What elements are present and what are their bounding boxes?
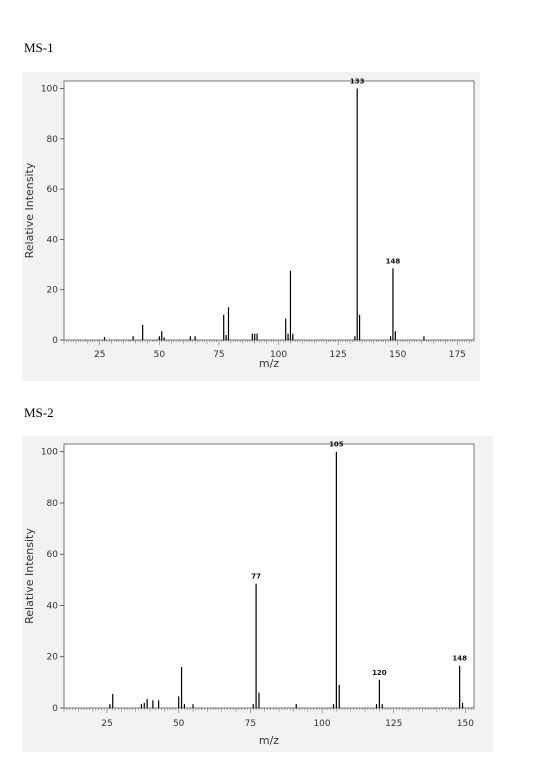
y-axis-title: Relative Intensity — [23, 162, 36, 258]
plot-area — [63, 80, 475, 341]
x-tick-label: 125 — [330, 350, 347, 360]
y-tick-label: 40 — [47, 235, 59, 245]
y-tick-label: 60 — [47, 550, 59, 560]
ms2-spectrum-chart: 0 20 40 60 80 100 25 50 75 100 125 150 77 105 120 148 Re… — [23, 441, 475, 747]
x-tick-label: 125 — [385, 719, 402, 729]
peak-label: 148 — [386, 257, 401, 265]
peak-label: 133 — [350, 78, 365, 86]
peak-label: 105 — [329, 441, 344, 449]
ms1-chart-panel: 0 20 40 60 80 100 25 50 75 100 125 150 175 133 148 Rela… — [22, 72, 480, 381]
ms2-heading: MS-2 — [24, 405, 54, 420]
x-axis-title: m/z — [259, 357, 279, 370]
x-tick-label: 25 — [101, 719, 112, 729]
y-tick-label: 0 — [52, 704, 58, 714]
y-tick-label: 80 — [47, 499, 59, 509]
y-tick-label: 20 — [47, 653, 59, 663]
ms1-heading: MS-1 — [24, 40, 54, 55]
x-tick-label: 25 — [94, 350, 105, 360]
plot-area — [63, 443, 475, 709]
y-tick-label: 80 — [47, 135, 59, 145]
x-tick-label: 75 — [245, 719, 256, 729]
ms2-chart-panel: 0 20 40 60 80 100 25 50 75 100 125 150 77 105 120 148 Re… — [22, 436, 493, 752]
peak-label: 77 — [251, 573, 261, 581]
y-axis-title: Relative Intensity — [23, 528, 36, 624]
peak-label: 120 — [372, 669, 387, 677]
y-tick-label: 60 — [47, 185, 59, 195]
y-tick-label: 100 — [41, 448, 58, 458]
y-tick-label: 100 — [41, 85, 58, 95]
x-tick-label: 50 — [173, 719, 185, 729]
ms1-spectrum-chart: 0 20 40 60 80 100 25 50 75 100 125 150 175 133 148 Rela… — [23, 78, 475, 370]
x-axis-title: m/z — [259, 734, 279, 747]
y-tick-label: 20 — [47, 286, 59, 296]
x-tick-label: 175 — [449, 350, 466, 360]
y-tick-label: 40 — [47, 601, 59, 611]
x-tick-label: 150 — [389, 350, 406, 360]
x-tick-label: 150 — [457, 719, 474, 729]
x-tick-label: 50 — [154, 350, 166, 360]
peak-label: 148 — [452, 655, 467, 663]
x-tick-label: 100 — [313, 719, 330, 729]
x-tick-label: 75 — [213, 350, 224, 360]
x-tick-label: 100 — [270, 350, 287, 360]
y-tick-label: 0 — [52, 336, 58, 346]
